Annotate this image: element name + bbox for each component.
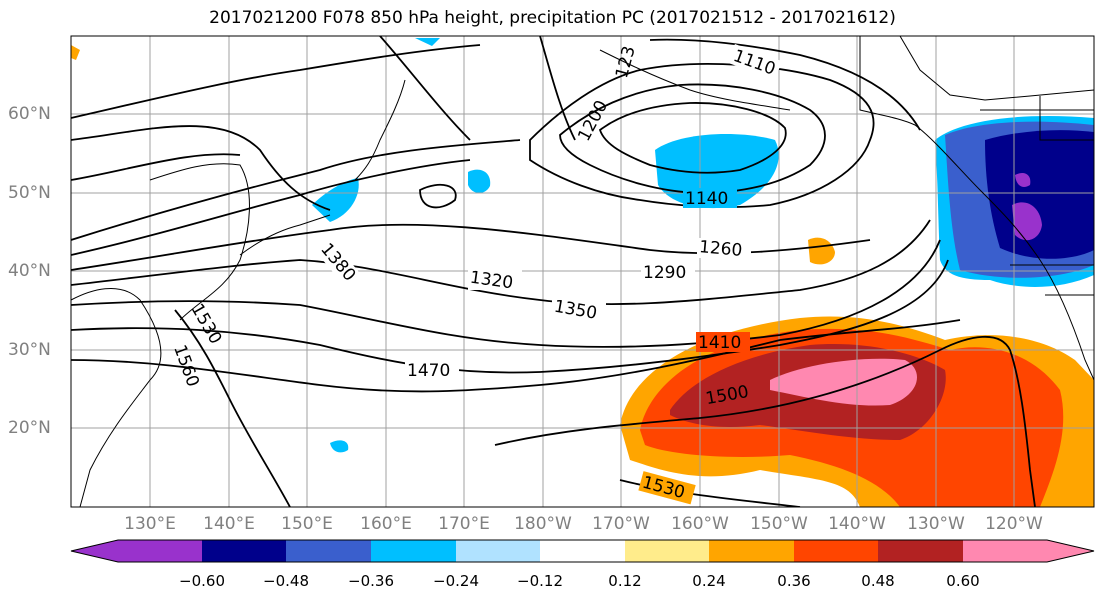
lon-label: 120°W [985, 514, 1043, 534]
lon-label: 170°W [592, 514, 650, 534]
contour-label: 1140 [685, 189, 728, 209]
contour-label: 1410 [698, 333, 741, 353]
lon-label: 180°W [514, 514, 572, 534]
map-title: 2017021200 F078 850 hPa height, precipit… [209, 8, 896, 28]
map-panel: 1110 1140 1200 123 1260 1290 1320 1350 1… [71, 36, 1094, 507]
contour-label: 1260 [698, 237, 743, 261]
colorbar-tick-label: −0.12 [517, 572, 563, 590]
colorbar-extend-high [1047, 540, 1094, 562]
colorbar-outline [70, 539, 1095, 563]
lat-label: 30°N [8, 340, 51, 360]
lat-label: 20°N [8, 418, 51, 438]
colorbar-tick-label: 0.12 [608, 572, 642, 590]
colorbar-tick-label: 0.60 [946, 572, 980, 590]
lon-label: 160°W [671, 514, 729, 534]
colorbar-tick-label: −0.36 [348, 572, 394, 590]
colorbar-tick-label: 0.48 [861, 572, 895, 590]
lat-label: 40°N [8, 261, 51, 281]
graticule [71, 36, 1094, 507]
colorbar [70, 539, 1095, 563]
contour-label-group: 1110 1140 1200 123 1260 1290 1320 1350 1… [169, 44, 782, 505]
colorbar-extend-low [71, 540, 118, 562]
lat-label: 60°N [8, 104, 51, 124]
colorbar-tick-label: −0.24 [433, 572, 479, 590]
lon-label: 140°W [828, 514, 886, 534]
lat-label: 50°N [8, 183, 51, 203]
map-frame [70, 35, 1095, 508]
colorbar-tick-label: −0.48 [263, 572, 309, 590]
colorbar-tick-label: 0.36 [777, 572, 811, 590]
coastlines [71, 36, 1094, 507]
lon-label: 150°E [281, 514, 333, 534]
lon-label: 160°E [360, 514, 412, 534]
height-contours [71, 36, 1036, 507]
lon-label: 130°E [124, 514, 176, 534]
contour-label: 1470 [407, 361, 450, 381]
contour-label: 1290 [643, 263, 686, 283]
lon-label: 170°E [438, 514, 490, 534]
lon-label: 130°W [907, 514, 965, 534]
lon-label: 140°E [203, 514, 255, 534]
colorbar-tick-label: −0.60 [179, 572, 225, 590]
lon-label: 150°W [750, 514, 808, 534]
colorbar-tick-label: 0.24 [692, 572, 726, 590]
